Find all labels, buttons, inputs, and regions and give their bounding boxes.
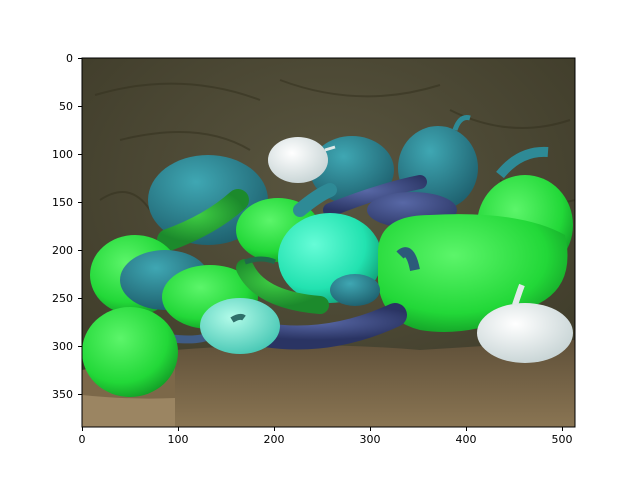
y-tick-label: 350 (52, 388, 73, 401)
y-axis: 0 50 100 150 200 250 300 350 (52, 52, 82, 401)
garlic (477, 303, 573, 363)
garlic-stem (512, 283, 525, 306)
aqua-pepper-stem (230, 313, 246, 323)
cloth-floor (82, 395, 175, 427)
cloth-table (175, 340, 575, 427)
onion (268, 137, 328, 183)
green-chili-left (157, 189, 249, 251)
green-pepper-big-right (378, 214, 568, 332)
x-tick-label: 300 (360, 433, 381, 446)
axes-frame (81, 57, 576, 428)
green-chili-stem (244, 256, 277, 265)
blue-chili-front (253, 303, 407, 350)
blue-chili-back (323, 175, 427, 217)
x-tick-label: 400 (456, 433, 477, 446)
x-tick-label: 200 (264, 433, 285, 446)
green-pepper-front (82, 307, 178, 397)
onion-tip (324, 145, 336, 152)
y-tick-label: 150 (52, 196, 73, 209)
x-tick-label: 100 (168, 433, 189, 446)
teal-pepper-small (330, 274, 380, 306)
teal-chili-center (293, 183, 337, 217)
y-tick-label: 0 (66, 52, 73, 65)
x-tick-label: 500 (552, 433, 573, 446)
y-tick-label: 300 (52, 340, 73, 353)
aqua-pepper-front (200, 298, 280, 354)
y-tick-label: 200 (52, 244, 73, 257)
x-axis: 0 100 200 300 400 500 (79, 427, 573, 446)
y-tick-label: 50 (59, 100, 73, 113)
teal-chili-top-right (496, 146, 549, 179)
stem-right (396, 247, 420, 272)
teal-stem (452, 115, 471, 131)
photo-peppers (82, 58, 575, 427)
green-chili-mid (236, 259, 329, 314)
x-tick-label: 0 (79, 433, 86, 446)
y-tick-label: 250 (52, 292, 73, 305)
y-tick-label: 100 (52, 148, 73, 161)
